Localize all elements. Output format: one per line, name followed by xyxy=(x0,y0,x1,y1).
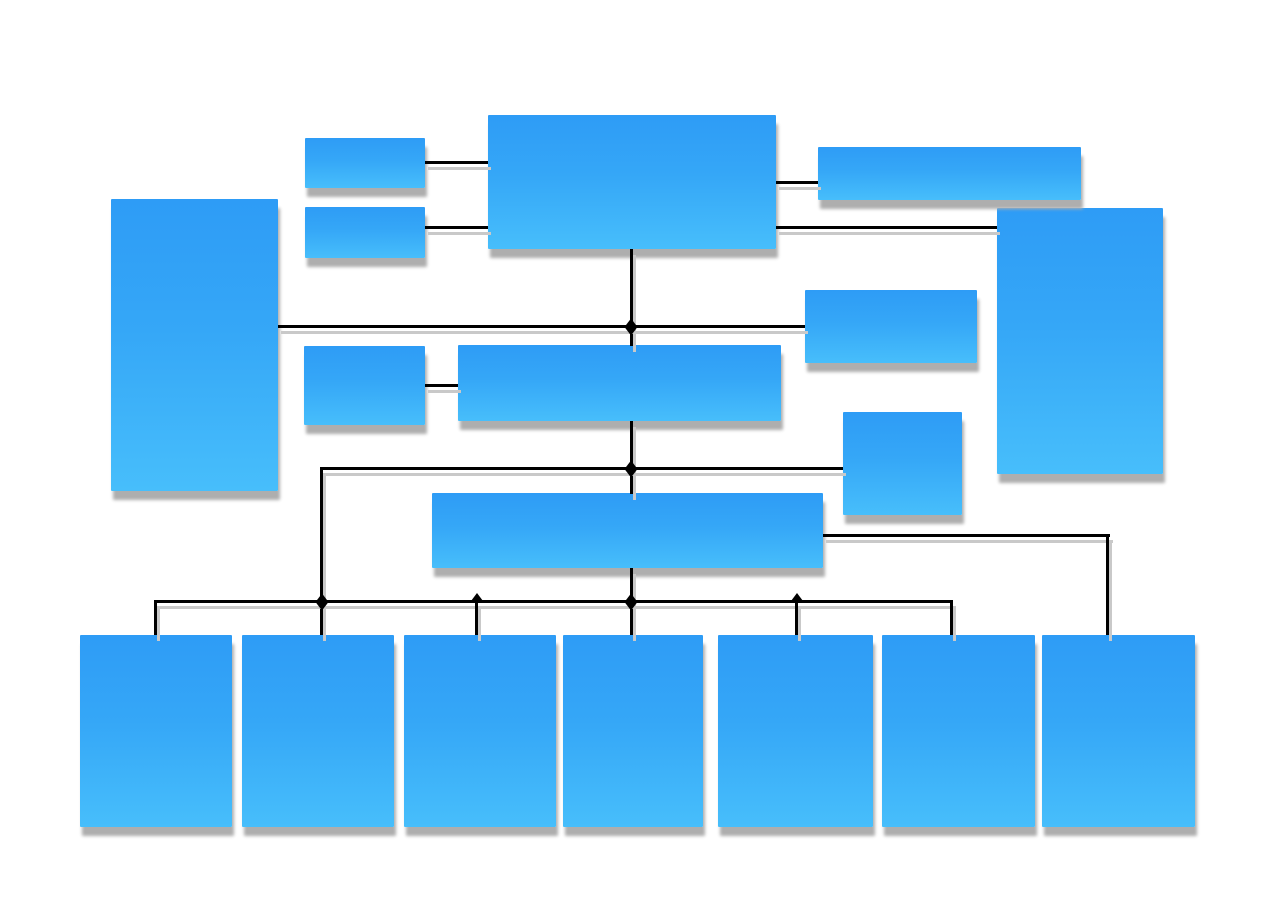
connector-cross-to-right-lower-small xyxy=(322,467,843,470)
connector-center-to-right-tall xyxy=(776,226,997,229)
node-bottom-7[interactable] xyxy=(1042,635,1195,827)
junction-diamond-icon xyxy=(624,460,638,478)
junction-tick-icon xyxy=(471,593,483,601)
node-mid-center-wide[interactable] xyxy=(458,345,781,421)
node-mid-left-small[interactable] xyxy=(304,346,425,425)
junction-diamond-icon xyxy=(315,593,329,611)
connector-drop-bottom-1 xyxy=(154,600,157,635)
connector-spine-2 xyxy=(630,421,633,494)
node-bottom-2[interactable] xyxy=(242,635,394,827)
node-bottom-1[interactable] xyxy=(80,635,232,827)
connector-top-left-lower-to-center xyxy=(425,226,488,229)
junction-diamond-icon xyxy=(624,318,638,336)
junction-tick-icon xyxy=(791,593,803,601)
connector-drop-bottom-3 xyxy=(475,600,478,635)
node-top-center[interactable] xyxy=(488,115,776,249)
node-bottom-4[interactable] xyxy=(563,635,703,827)
connector-drop-bottom-5 xyxy=(795,600,798,635)
junction-diamond-icon xyxy=(624,593,638,611)
connector-spine-1 xyxy=(630,249,633,346)
connector-drop-bottom-7 xyxy=(1106,534,1109,635)
node-right-mid[interactable] xyxy=(805,290,977,363)
connector-left-tall-to-right-mid xyxy=(278,325,805,328)
node-top-right-wide[interactable] xyxy=(818,147,1081,200)
node-right-tall[interactable] xyxy=(997,208,1163,474)
node-top-left-lower[interactable] xyxy=(305,207,425,258)
connector-distribution-rail xyxy=(156,600,953,603)
node-top-left-upper[interactable] xyxy=(305,138,425,188)
node-left-tall[interactable] xyxy=(111,199,278,491)
connector-drop-bottom-6 xyxy=(950,600,953,635)
node-bottom-5[interactable] xyxy=(718,635,873,827)
connector-lower-wide-to-right-elbow xyxy=(823,534,1110,537)
connector-mid-left-to-mid-wide xyxy=(425,384,458,387)
node-bottom-6[interactable] xyxy=(882,635,1035,827)
node-right-lower-small[interactable] xyxy=(843,412,962,515)
connector-left-riser xyxy=(320,467,323,635)
connector-top-left-upper-to-center xyxy=(425,161,488,164)
connector-center-to-top-right-wide xyxy=(776,181,818,184)
node-bottom-3[interactable] xyxy=(404,635,556,827)
node-lower-center-wide[interactable] xyxy=(432,493,823,568)
